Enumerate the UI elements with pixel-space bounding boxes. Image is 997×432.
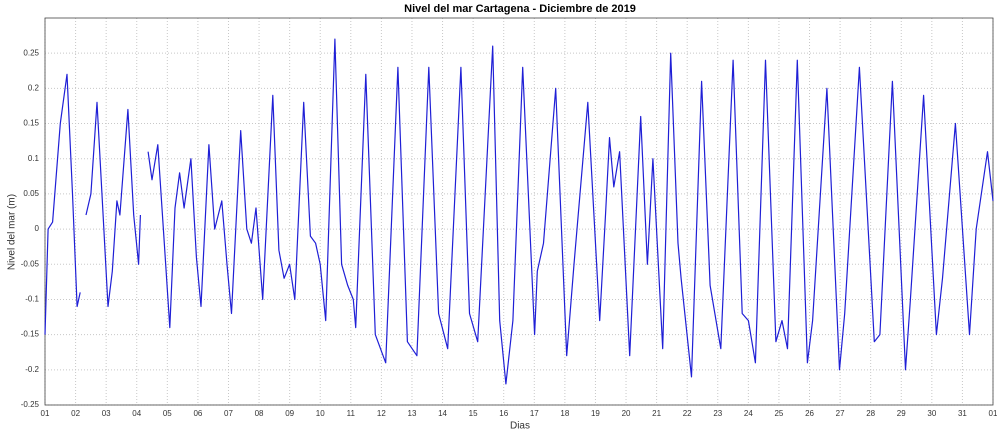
- x-tick-label: 14: [438, 409, 447, 418]
- x-tick-label: 18: [560, 409, 569, 418]
- x-tick-label: 15: [469, 409, 478, 418]
- y-axis-label: Nivel del mar (m): [7, 194, 18, 270]
- y-tick-label: -0.2: [25, 365, 39, 374]
- x-tick-label: 12: [377, 409, 386, 418]
- x-tick-label: 19: [591, 409, 600, 418]
- x-tick-label: 21: [652, 409, 661, 418]
- y-tick-label: 0.05: [23, 189, 39, 198]
- x-tick-label: 09: [285, 409, 294, 418]
- x-tick-label: 24: [744, 409, 753, 418]
- x-tick-label: 08: [255, 409, 264, 418]
- x-tick-label: 31: [958, 409, 967, 418]
- x-tick-label: 27: [836, 409, 845, 418]
- x-axis-label: Dias: [510, 421, 530, 432]
- x-tick-label: 02: [71, 409, 80, 418]
- x-tick-label: 25: [774, 409, 783, 418]
- y-tick-label: -0.25: [21, 400, 40, 409]
- x-tick-label: 11: [347, 409, 356, 418]
- x-tick-label: 05: [163, 409, 172, 418]
- x-tick-label: 13: [408, 409, 417, 418]
- x-tick-label: 22: [683, 409, 692, 418]
- x-tick-label: 01: [989, 409, 997, 418]
- x-tick-label: 06: [193, 409, 202, 418]
- y-tick-label: 0.2: [28, 83, 40, 92]
- x-tick-label: 16: [499, 409, 508, 418]
- x-tick-label: 20: [622, 409, 631, 418]
- x-tick-label: 17: [530, 409, 539, 418]
- x-tick-label: 23: [713, 409, 722, 418]
- x-tick-label: 10: [316, 409, 325, 418]
- plot-frame: [44, 17, 994, 406]
- y-tick-label: 0.1: [28, 154, 40, 163]
- chart-title: Nivel del mar Cartagena - Diciembre de 2…: [404, 3, 636, 15]
- x-tick-label: 28: [866, 409, 875, 418]
- x-tick-label: 07: [224, 409, 233, 418]
- x-tick-label: 01: [41, 409, 50, 418]
- x-tick-label: 04: [132, 409, 141, 418]
- x-tick-label: 29: [897, 409, 906, 418]
- y-tick-label: 0.25: [23, 48, 39, 57]
- y-tick-label: 0.15: [23, 119, 39, 128]
- y-tick-label: -0.05: [21, 259, 40, 268]
- y-tick-label: -0.1: [25, 295, 39, 304]
- y-tick-label: -0.15: [21, 330, 40, 339]
- x-tick-label: 30: [927, 409, 936, 418]
- y-tick-label: 0: [35, 224, 40, 233]
- x-tick-label: 03: [102, 409, 111, 418]
- x-tick-label: 26: [805, 409, 814, 418]
- data-line: [44, 38, 994, 385]
